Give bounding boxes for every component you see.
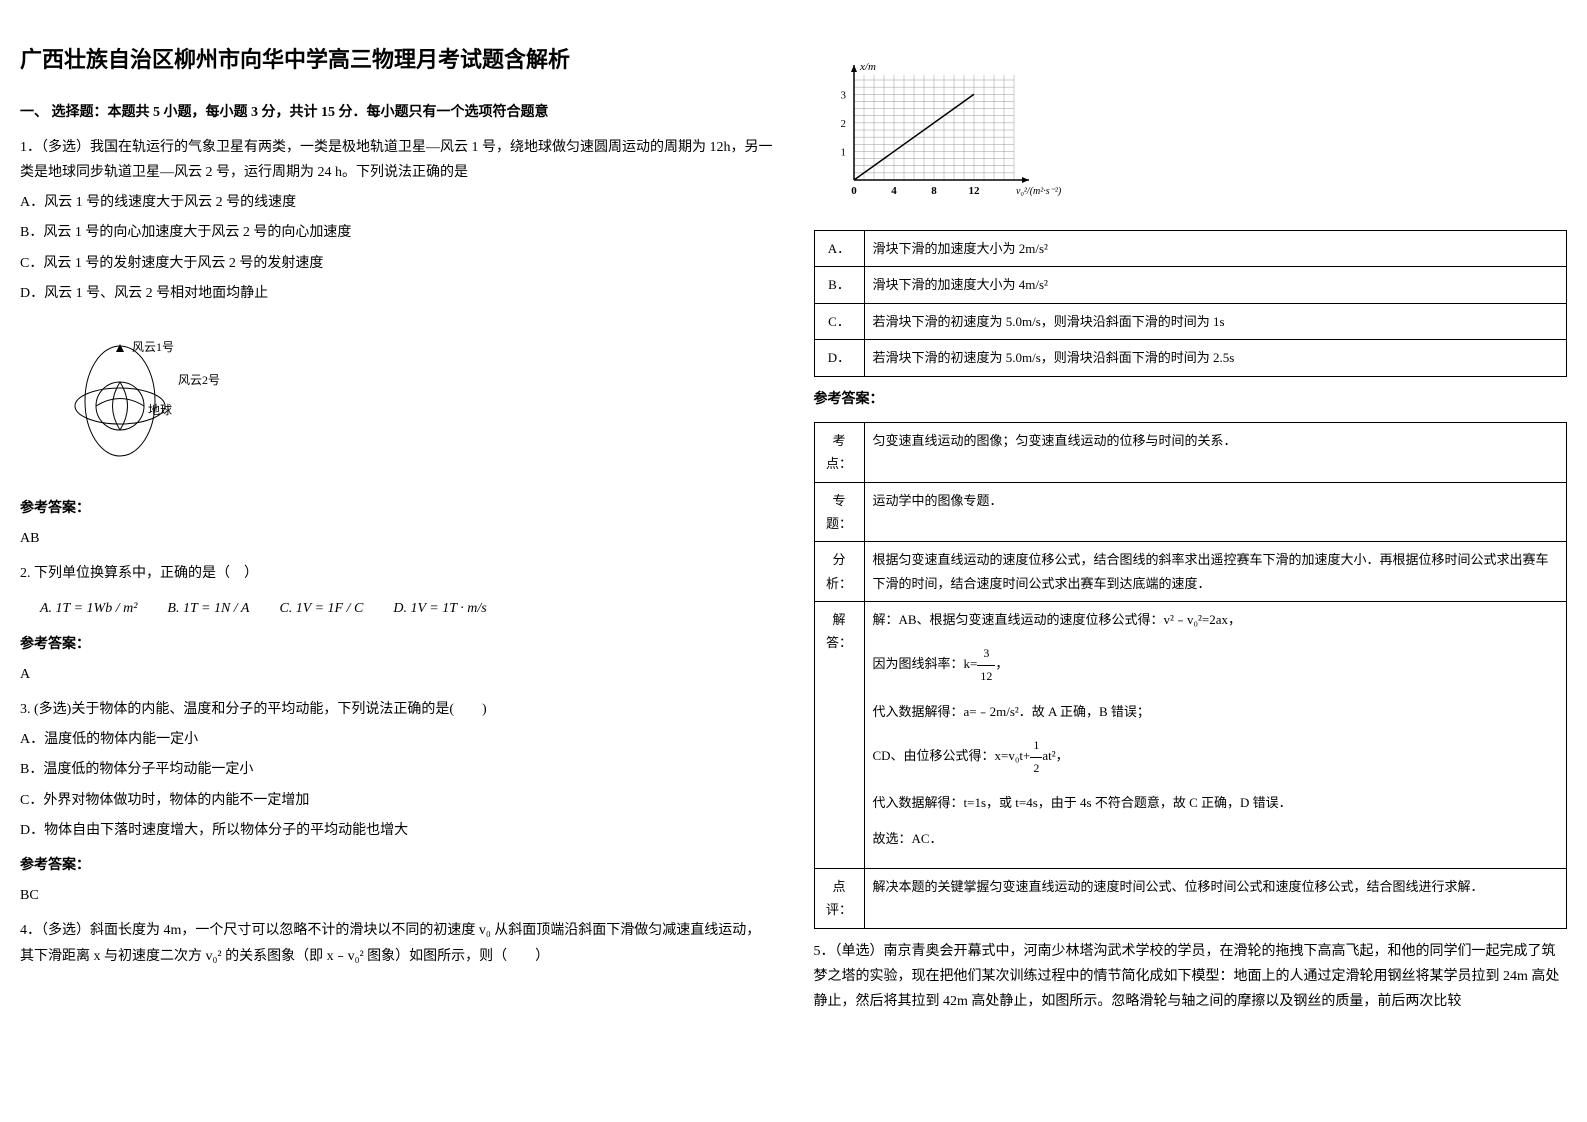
- q1-earth-label: 地球: [148, 403, 172, 417]
- q3-option-a: A．温度低的物体内能一定小: [20, 727, 774, 752]
- svg-text:2: 2: [840, 118, 846, 130]
- option-text: 滑块下滑的加速度大小为 4m/s²: [864, 267, 1567, 303]
- question-3: 3. (多选)关于物体的内能、温度和分子的平均动能，下列说法正确的是( ) A．…: [20, 697, 774, 908]
- solution-label: 专题：: [814, 482, 864, 542]
- q4-solution-table: 考点：匀变速直线运动的图像；匀变速直线运动的位移与时间的关系．专题：运动学中的图…: [814, 422, 1568, 929]
- q1-option-d: D．风云 1 号、风云 2 号相对地面均静止: [20, 281, 774, 306]
- svg-text:12: 12: [968, 185, 980, 197]
- q3-answer: BC: [20, 883, 774, 908]
- q1-answer: AB: [20, 526, 774, 551]
- q3-stem: 3. (多选)关于物体的内能、温度和分子的平均动能，下列说法正确的是( ): [20, 697, 774, 722]
- q4-stem: 4．（多选）斜面长度为 4m，一个尺寸可以忽略不计的滑块以不同的初速度 v₀ 从…: [20, 918, 774, 968]
- option-text: 若滑块下滑的初速度为 5.0m/s，则滑块沿斜面下滑的时间为 1s: [864, 303, 1567, 339]
- svg-text:x/m: x/m: [859, 61, 876, 73]
- table-row: A．滑块下滑的加速度大小为 2m/s²: [814, 231, 1567, 267]
- question-1: 1．（多选）我国在轨运行的气象卫星有两类，一类是极地轨道卫星—风云 1 号，绕地…: [20, 135, 774, 552]
- q2-formula-d: D. 1V = 1T · m/s: [393, 596, 486, 621]
- option-letter: D．: [814, 340, 864, 376]
- q4-answer-label: 参考答案：: [814, 387, 1568, 412]
- q3-option-d: D．物体自由下落时速度增大，所以物体分子的平均动能也增大: [20, 818, 774, 843]
- solution-content: 匀变速直线运动的图像；匀变速直线运动的位移与时间的关系．: [864, 422, 1567, 482]
- solution-content: 解：AB、根据匀变速直线运动的速度位移公式得：v²﹣v₀²=2ax，因为图线斜率…: [864, 602, 1567, 869]
- q1-option-b: B．风云 1 号的向心加速度大于风云 2 号的向心加速度: [20, 220, 774, 245]
- q2-formula-c: C. 1V = 1F / C: [279, 596, 363, 621]
- q2-answer: A: [20, 662, 774, 687]
- question-4-stem: 4．（多选）斜面长度为 4m，一个尺寸可以忽略不计的滑块以不同的初速度 v₀ 从…: [20, 918, 774, 968]
- q2-answer-label: 参考答案：: [20, 632, 774, 657]
- q1-answer-label: 参考答案：: [20, 496, 774, 521]
- svg-text:v₀²/(m²·s⁻²): v₀²/(m²·s⁻²): [1016, 186, 1062, 197]
- q1-sat2-label: 风云2号: [178, 373, 220, 387]
- question-2: 2. 下列单位换算系中，正确的是（ ） A. 1T = 1Wb / m² B. …: [20, 561, 774, 687]
- option-text: 滑块下滑的加速度大小为 2m/s²: [864, 231, 1567, 267]
- svg-text:3: 3: [840, 89, 846, 101]
- q1-sat1-label: 风云1号: [132, 340, 174, 354]
- q2-stem: 2. 下列单位换算系中，正确的是（ ）: [20, 561, 774, 586]
- question-5: 5．（单选）南京青奥会开幕式中，河南少林塔沟武术学校的学员，在滑轮的拖拽下高高飞…: [814, 939, 1568, 1015]
- q4-chart: 04812123v₀²/(m²·s⁻²)x/m: [814, 50, 1568, 220]
- solution-content: 根据匀变速直线运动的速度位移公式，结合图线的斜率求出遥控赛车下滑的加速度大小．再…: [864, 542, 1567, 602]
- q2-formula-b: B. 1T = 1N / A: [167, 596, 249, 621]
- q5-stem: 5．（单选）南京青奥会开幕式中，河南少林塔沟武术学校的学员，在滑轮的拖拽下高高飞…: [814, 939, 1568, 1015]
- table-row: 点评：解决本题的关键掌握匀变速直线运动的速度时间公式、位移时间公式和速度位移公式…: [814, 869, 1567, 929]
- table-row: C．若滑块下滑的初速度为 5.0m/s，则滑块沿斜面下滑的时间为 1s: [814, 303, 1567, 339]
- table-row: B．滑块下滑的加速度大小为 4m/s²: [814, 267, 1567, 303]
- table-row: D．若滑块下滑的初速度为 5.0m/s，则滑块沿斜面下滑的时间为 2.5s: [814, 340, 1567, 376]
- svg-text:1: 1: [840, 146, 846, 158]
- svg-text:0: 0: [851, 185, 857, 197]
- q2-formula-a: A. 1T = 1Wb / m²: [40, 596, 137, 621]
- q1-diagram: 风云1号 风云2号 地球: [20, 316, 774, 486]
- solution-label: 考点：: [814, 422, 864, 482]
- right-column: 04812123v₀²/(m²·s⁻²)x/m A．滑块下滑的加速度大小为 2m…: [814, 40, 1568, 1024]
- svg-text:4: 4: [891, 185, 897, 197]
- solution-content: 解决本题的关键掌握匀变速直线运动的速度时间公式、位移时间公式和速度位移公式，结合…: [864, 869, 1567, 929]
- q1-option-a: A．风云 1 号的线速度大于风云 2 号的线速度: [20, 190, 774, 215]
- section-header: 一、 选择题：本题共 5 小题，每小题 3 分，共计 15 分．每小题只有一个选…: [20, 100, 774, 125]
- solution-label: 解答：: [814, 602, 864, 869]
- option-text: 若滑块下滑的初速度为 5.0m/s，则滑块沿斜面下滑的时间为 2.5s: [864, 340, 1567, 376]
- solution-label: 分析：: [814, 542, 864, 602]
- table-row: 专题：运动学中的图像专题．: [814, 482, 1567, 542]
- q1-stem: 1．（多选）我国在轨运行的气象卫星有两类，一类是极地轨道卫星—风云 1 号，绕地…: [20, 135, 774, 185]
- solution-content: 运动学中的图像专题．: [864, 482, 1567, 542]
- earth-orbit-svg: 风云1号 风云2号 地球: [50, 336, 230, 466]
- q1-option-c: C．风云 1 号的发射速度大于风云 2 号的发射速度: [20, 251, 774, 276]
- table-row: 分析：根据匀变速直线运动的速度位移公式，结合图线的斜率求出遥控赛车下滑的加速度大…: [814, 542, 1567, 602]
- solution-label: 点评：: [814, 869, 864, 929]
- option-letter: B．: [814, 267, 864, 303]
- q4-options-table: A．滑块下滑的加速度大小为 2m/s²B．滑块下滑的加速度大小为 4m/s²C．…: [814, 230, 1568, 377]
- table-row: 考点：匀变速直线运动的图像；匀变速直线运动的位移与时间的关系．: [814, 422, 1567, 482]
- q3-answer-label: 参考答案：: [20, 853, 774, 878]
- option-letter: A．: [814, 231, 864, 267]
- svg-text:8: 8: [931, 185, 937, 197]
- option-letter: C．: [814, 303, 864, 339]
- page-title: 广西壮族自治区柳州市向华中学高三物理月考试题含解析: [20, 40, 774, 80]
- left-column: 广西壮族自治区柳州市向华中学高三物理月考试题含解析 一、 选择题：本题共 5 小…: [20, 40, 774, 1024]
- table-row: 解答：解：AB、根据匀变速直线运动的速度位移公式得：v²﹣v₀²=2ax，因为图…: [814, 602, 1567, 869]
- q3-option-c: C．外界对物体做功时，物体的内能不一定增加: [20, 788, 774, 813]
- q4-chart-svg: 04812123v₀²/(m²·s⁻²)x/m: [814, 60, 1074, 210]
- q3-option-b: B．温度低的物体分子平均动能一定小: [20, 757, 774, 782]
